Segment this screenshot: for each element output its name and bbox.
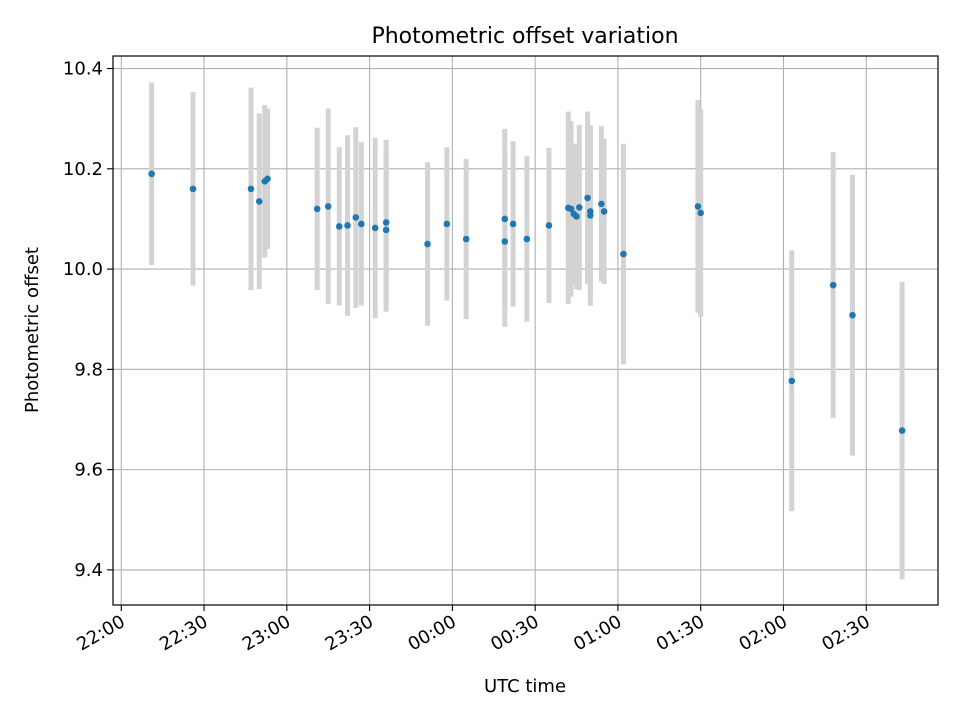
data-point [352, 214, 360, 221]
data-point [620, 250, 627, 258]
data-point [501, 238, 509, 245]
y-tick-label: 10.2 [63, 159, 103, 180]
chart-title: Photometric offset variation [371, 24, 678, 49]
x-tick-label: 02:00 [736, 611, 791, 655]
data-point [148, 170, 155, 178]
data-point [255, 198, 263, 205]
data-point [501, 215, 509, 223]
data-point [509, 220, 517, 228]
axis-ticks: 22:00 22:30 23:00 23:30 00:00 00:30 01:00 01:30… [63, 59, 874, 656]
error-bars [149, 82, 905, 580]
x-tick-label: 22:00 [73, 611, 128, 655]
x-tick-label: 02:30 [818, 611, 873, 655]
data-point [573, 213, 580, 220]
data-point [264, 175, 271, 183]
data-point [598, 200, 605, 208]
data-point [829, 281, 837, 289]
data-point [371, 224, 379, 232]
x-axis-label: UTC time [484, 676, 566, 697]
data-points [148, 170, 906, 434]
data-point [424, 240, 431, 248]
x-tick-label: 00:30 [487, 611, 542, 655]
data-point [849, 311, 856, 319]
y-tick-label: 9.4 [74, 560, 103, 581]
x-tick-label: 23:00 [239, 611, 294, 655]
data-point [382, 226, 390, 234]
x-tick-label: 23:30 [322, 611, 377, 655]
x-tick-label: 00:00 [404, 611, 459, 655]
data-point [313, 205, 321, 213]
data-point [523, 235, 531, 243]
data-point [576, 204, 583, 211]
data-point [788, 377, 796, 385]
data-point [697, 209, 705, 217]
data-point [324, 203, 332, 210]
x-tick-label: 22:30 [156, 611, 211, 655]
y-tick-label: 9.8 [74, 359, 103, 380]
data-point [587, 212, 594, 219]
x-tick-label: 01:00 [570, 611, 625, 655]
data-point [898, 427, 906, 434]
data-point [335, 223, 343, 230]
data-point [462, 235, 470, 243]
grid-lines [113, 56, 938, 605]
data-point [600, 208, 608, 215]
data-point [443, 220, 451, 228]
plot-frame [112, 55, 939, 606]
y-axis-label: Photometric offset [22, 247, 43, 413]
data-point [694, 203, 702, 210]
data-point [382, 219, 390, 226]
data-point [358, 220, 365, 228]
data-point [545, 222, 553, 229]
y-tick-label: 10.0 [63, 259, 103, 280]
data-point [584, 194, 591, 202]
y-tick-label: 10.4 [63, 59, 103, 80]
data-point [567, 205, 575, 213]
data-point [344, 222, 351, 229]
y-tick-label: 9.6 [74, 460, 103, 481]
data-point [189, 185, 197, 193]
x-tick-label: 01:30 [653, 611, 708, 655]
data-point [247, 185, 255, 193]
